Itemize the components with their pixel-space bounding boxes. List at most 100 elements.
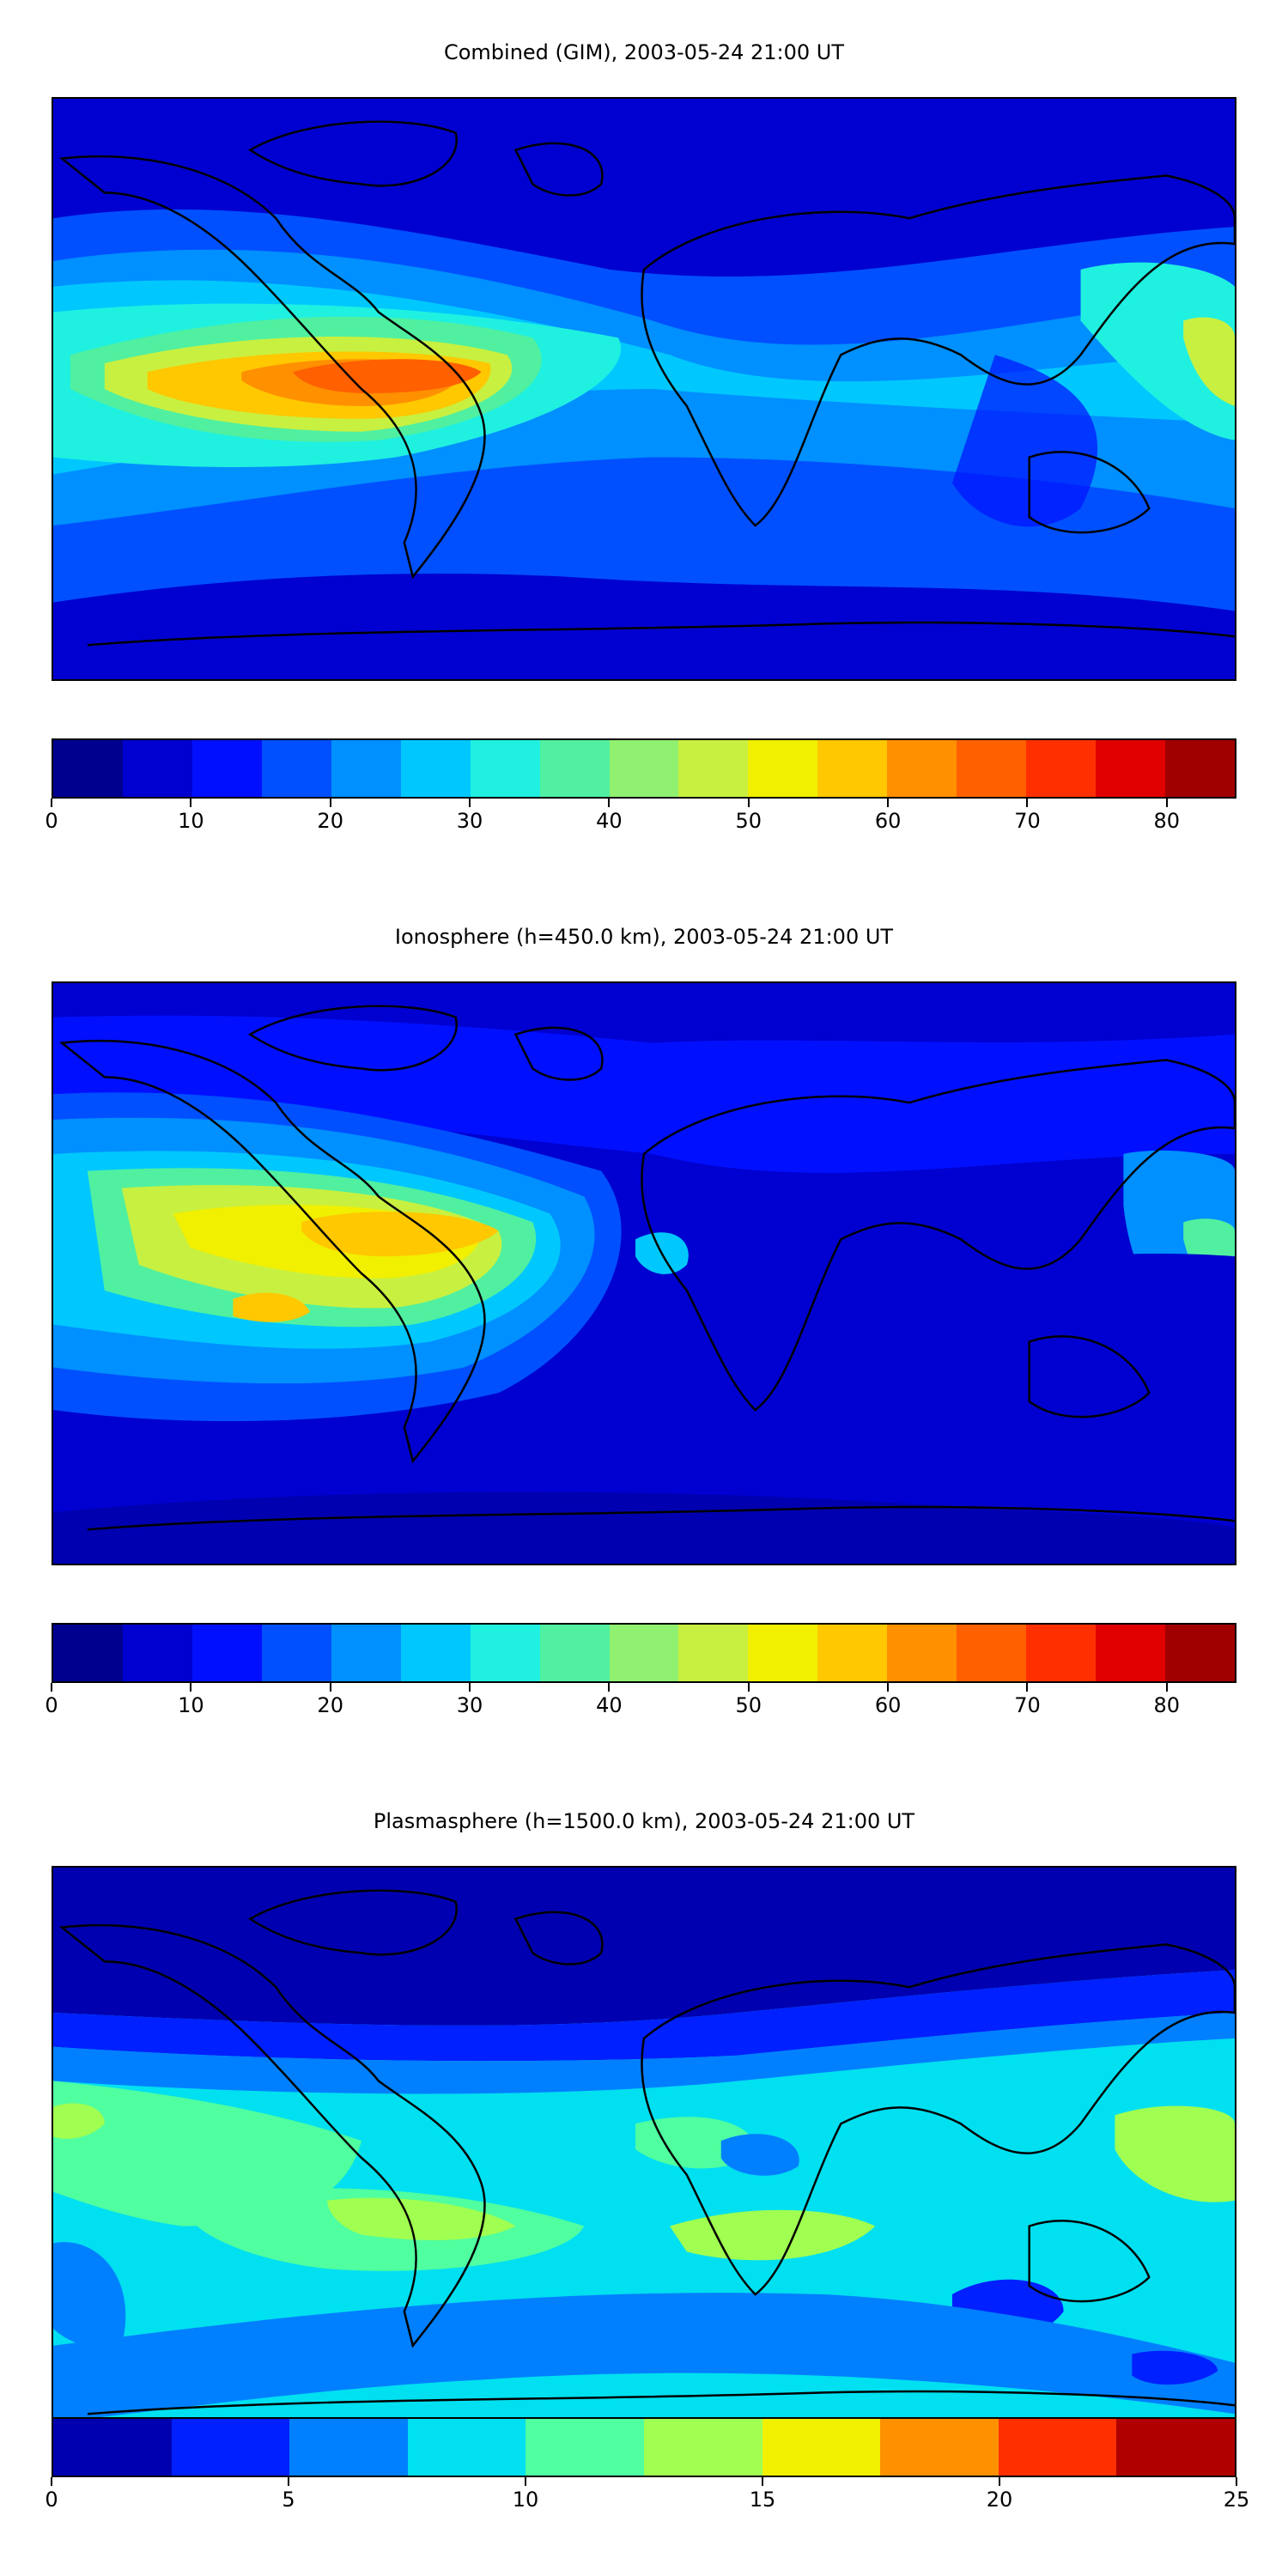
colorbar-swatch xyxy=(1116,2419,1235,2476)
colorbar-tick-label: 70 xyxy=(1014,1693,1041,1717)
colorbar-swatch xyxy=(1026,740,1097,797)
colorbar-tick xyxy=(762,2477,763,2486)
colorbar-swatch xyxy=(678,740,749,797)
panel-2-colorbar xyxy=(52,1623,1236,1683)
colorbar-tick xyxy=(190,1683,192,1692)
panel-3-band-arctic xyxy=(53,1868,1235,2026)
panel-2-band-southern xyxy=(53,1253,1235,1564)
colorbar-swatch xyxy=(880,2419,999,2476)
colorbar-tick-label: 40 xyxy=(596,809,623,833)
colorbar-tick-label: 30 xyxy=(456,809,483,833)
panel-3-band-southern-5 xyxy=(1132,2350,1218,2385)
colorbar-swatch xyxy=(887,1625,957,1681)
colorbar-tick-label: 60 xyxy=(874,1693,902,1717)
colorbar-swatch xyxy=(748,1625,818,1681)
panel-1-contour-map xyxy=(53,99,1235,679)
colorbar-swatch xyxy=(887,740,957,797)
colorbar-tick xyxy=(469,1683,471,1692)
panel-1-band-indian-ocean xyxy=(951,355,1098,527)
panel-3-band-east-africa xyxy=(720,2134,799,2176)
colorbar-swatch xyxy=(261,1625,331,1681)
colorbar-swatch xyxy=(1165,1625,1235,1681)
panel-1-band-asia-50 xyxy=(1183,317,1235,406)
colorbar-tick xyxy=(608,1683,611,1692)
colorbar-tick xyxy=(608,799,611,807)
colorbar-tick xyxy=(51,2477,52,2486)
panel-1-band-asia-35 xyxy=(1080,262,1235,440)
colorbar-swatch xyxy=(817,1625,888,1681)
panel-1-colorbar xyxy=(52,738,1236,799)
colorbar-tick-label: 20 xyxy=(317,1693,343,1717)
colorbar-tick-label: 60 xyxy=(874,809,902,833)
panel-3-band-north-7 xyxy=(53,2013,1235,2094)
colorbar-swatch xyxy=(817,740,888,797)
panel-3-band-indian-12 xyxy=(669,2209,876,2261)
colorbar-swatch xyxy=(1165,740,1235,797)
colorbar-swatch xyxy=(762,2419,881,2476)
colorbar-tick xyxy=(1236,2477,1237,2486)
colorbar-tick-label: 30 xyxy=(456,1693,483,1717)
colorbar-tick-label: 15 xyxy=(749,2488,776,2512)
colorbar-tick-label: 20 xyxy=(317,809,343,833)
colorbar-swatch xyxy=(470,1625,540,1681)
panel-1-coastlines xyxy=(58,120,1235,647)
colorbar-swatch xyxy=(407,2419,526,2476)
colorbar-tick-label: 10 xyxy=(178,809,204,833)
colorbar-tick xyxy=(329,1683,331,1692)
panel-3-contour-map xyxy=(53,1868,1235,2448)
colorbar-tick xyxy=(1165,1683,1168,1692)
colorbar-swatch xyxy=(191,1625,262,1681)
colorbar-swatch xyxy=(122,1625,192,1681)
colorbar-tick-label: 0 xyxy=(45,2488,58,2512)
colorbar-tick xyxy=(525,2477,526,2486)
colorbar-swatch xyxy=(331,1625,401,1681)
colorbar-swatch xyxy=(957,1625,1027,1681)
colorbar-swatch xyxy=(53,740,123,797)
panel-3-band-pacific-12 xyxy=(53,2103,105,2139)
panel-3-map xyxy=(52,1866,1236,2450)
panel-1-map xyxy=(52,97,1236,681)
panel-2-contour-map xyxy=(53,983,1235,1564)
colorbar-tick xyxy=(329,799,331,807)
colorbar-tick xyxy=(1026,799,1029,807)
colorbar-tick-label: 10 xyxy=(512,2488,539,2512)
colorbar-swatch xyxy=(539,740,610,797)
panel-2-map xyxy=(52,981,1236,1565)
colorbar-swatch xyxy=(748,740,818,797)
panel-3-coastlines xyxy=(58,1889,1235,2415)
colorbar-swatch xyxy=(122,740,192,797)
panel-3-band-south-atlantic-12 xyxy=(327,2197,516,2241)
colorbar-swatch xyxy=(400,1625,471,1681)
colorbar-swatch xyxy=(643,2419,762,2476)
panel-1-title: Combined (GIM), 2003-05-24 21:00 UT xyxy=(443,40,845,64)
colorbar-swatch xyxy=(1026,1625,1097,1681)
panel-3-band-south-pacific xyxy=(53,2242,126,2348)
colorbar-swatch xyxy=(171,2419,290,2476)
colorbar-tick-label: 80 xyxy=(1153,1693,1181,1717)
colorbar-tick xyxy=(469,799,471,807)
colorbar-tick xyxy=(747,1683,750,1692)
panel-3-title: Plasmasphere (h=1500.0 km), 2003-05-24 2… xyxy=(373,1809,915,1833)
colorbar-swatch xyxy=(957,740,1027,797)
colorbar-tick-label: 5 xyxy=(282,2488,295,2512)
colorbar-tick xyxy=(1026,1683,1029,1692)
colorbar-tick-label: 40 xyxy=(596,1693,623,1717)
colorbar-swatch xyxy=(53,2419,172,2476)
colorbar-tick xyxy=(887,1683,890,1692)
panel-3-band-asia-12 xyxy=(1115,2105,1235,2202)
colorbar-swatch xyxy=(526,2419,644,2476)
colorbar-swatch xyxy=(400,740,471,797)
colorbar-swatch xyxy=(470,740,540,797)
colorbar-swatch xyxy=(678,1625,749,1681)
colorbar-tick xyxy=(1165,799,1168,807)
panel-3-colorbar xyxy=(52,2417,1236,2477)
colorbar-swatch xyxy=(53,1625,123,1681)
colorbar-tick-label: 0 xyxy=(45,809,58,833)
colorbar-tick-label: 25 xyxy=(1223,2488,1250,2512)
colorbar-swatch xyxy=(191,740,262,797)
colorbar-tick-label: 0 xyxy=(45,1693,58,1717)
colorbar-tick-label: 20 xyxy=(986,2488,1013,2512)
colorbar-tick-label: 10 xyxy=(178,1693,204,1717)
colorbar-swatch xyxy=(261,740,331,797)
colorbar-tick xyxy=(190,799,192,807)
